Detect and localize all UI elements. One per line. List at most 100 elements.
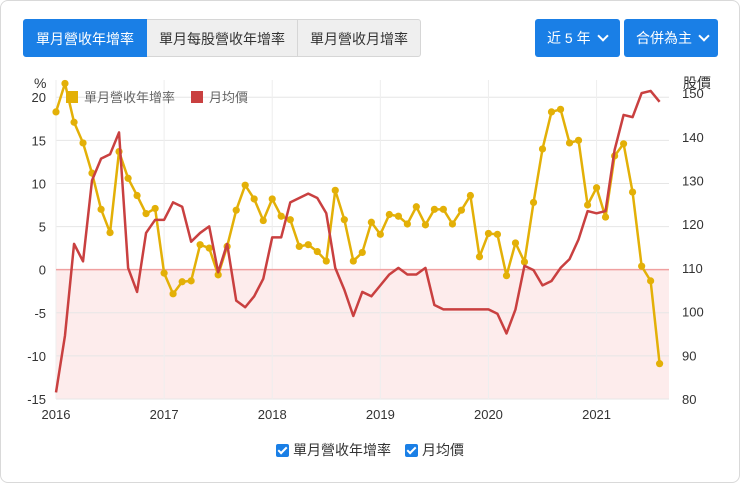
y-left-axis-label: % [34, 75, 46, 91]
yoy-data-point [466, 191, 474, 200]
y-left-tick-label: 5 [39, 220, 46, 235]
yoy-data-point [367, 218, 375, 226]
toggle-yoy-series[interactable]: 單月營收年增率 [276, 440, 391, 460]
yoy-data-point [79, 139, 87, 147]
yoy-data-point [241, 181, 249, 189]
yoy-data-point [547, 108, 556, 116]
yoy-data-point [502, 272, 511, 280]
legend-label: 月均價 [209, 90, 248, 105]
yoy-data-point [97, 205, 105, 213]
yoy-data-point [439, 205, 447, 213]
yoy-data-point [106, 229, 114, 237]
yoy-data-point [556, 105, 565, 113]
yoy-data-point [385, 210, 393, 219]
y-right-tick-label: 140 [682, 130, 704, 145]
yoy-data-point [214, 271, 222, 279]
yoy-data-point [286, 216, 294, 224]
yoy-data-point [268, 195, 276, 203]
yoy-data-point [322, 257, 330, 265]
yoy-data-point [259, 216, 267, 225]
yoy-data-point [205, 244, 213, 252]
x-tick-label: 2016 [42, 407, 71, 422]
yoy-data-point [493, 230, 502, 238]
negative-zone [56, 269, 669, 399]
yoy-data-point [655, 360, 664, 368]
yoy-data-point [187, 277, 195, 285]
yoy-data-point [475, 253, 484, 261]
y-right-tick-label: 150 [682, 86, 704, 101]
toggle-price-label: 月均價 [422, 442, 464, 458]
yoy-data-point [304, 241, 312, 249]
yoy-data-point [349, 257, 357, 265]
period-dropdown-label: 近 5 年 [547, 30, 591, 46]
yoy-data-point [142, 210, 150, 218]
yoy-data-point [448, 220, 457, 228]
y-left-tick-label: -5 [34, 306, 46, 321]
y-left-tick-label: -10 [27, 349, 46, 364]
yoy-data-point [196, 241, 204, 249]
yoy-data-point [160, 269, 168, 277]
y-left-tick-label: 10 [32, 176, 46, 191]
yoy-data-point [331, 186, 339, 194]
legend-swatch [191, 91, 203, 103]
yoy-data-point [124, 174, 132, 182]
yoy-data-point [538, 145, 547, 153]
x-tick-label: 2020 [474, 407, 503, 422]
yoy-data-point [484, 229, 493, 238]
yoy-data-point [520, 258, 529, 266]
y-left-tick-label: 20 [32, 90, 46, 105]
scope-dropdown-label: 合併為主 [636, 30, 692, 46]
yoy-data-point [647, 277, 655, 285]
yoy-data-point [583, 201, 592, 209]
period-dropdown[interactable]: 近 5 年 [535, 19, 620, 57]
x-tick-label: 2017 [150, 407, 179, 422]
yoy-data-point [430, 205, 438, 213]
yoy-data-point [628, 188, 637, 196]
metric-tabs: 單月營收年增率 單月每股營收年增率 單月營收月增率 [23, 19, 421, 57]
toggle-price-series[interactable]: 月均價 [405, 440, 464, 460]
yoy-data-point [403, 220, 411, 228]
y-right-tick-label: 100 [682, 305, 704, 320]
tab-eps-revenue-yoy[interactable]: 單月每股營收年增率 [147, 19, 298, 57]
y-right-tick-label: 110 [682, 261, 703, 276]
yoy-data-point [277, 212, 285, 220]
yoy-data-point [574, 136, 583, 144]
checkbox-checked-icon[interactable] [276, 443, 289, 457]
x-tick-label: 2021 [582, 407, 611, 422]
yoy-data-point [295, 242, 303, 250]
x-tick-label: 2019 [366, 407, 395, 422]
yoy-data-point [457, 206, 466, 214]
yoy-data-point [394, 212, 402, 220]
yoy-data-point [178, 278, 186, 286]
yoy-data-point [61, 79, 69, 88]
y-left-tick-label: 0 [39, 263, 46, 278]
scope-dropdown[interactable]: 合併為主 [624, 19, 718, 57]
yoy-data-point [511, 239, 520, 247]
bottom-legend: 單月營收年增率 月均價 [0, 440, 740, 460]
yoy-data-point [601, 213, 610, 221]
yoy-data-point [592, 184, 601, 192]
x-tick-label: 2018 [258, 407, 287, 422]
yoy-data-point [232, 206, 240, 214]
toggle-yoy-label: 單月營收年增率 [293, 442, 391, 458]
yoy-data-point [358, 248, 366, 257]
y-right-tick-label: 90 [682, 348, 696, 363]
tab-monthly-yoy[interactable]: 單月營收年增率 [23, 19, 147, 57]
yoy-data-point [421, 221, 430, 229]
legend-label: 單月營收年增率 [84, 90, 175, 105]
yoy-data-point [250, 195, 258, 203]
yoy-data-point [638, 262, 646, 270]
y-left-tick-label: 15 [32, 133, 46, 148]
y-right-tick-label: 80 [682, 392, 696, 407]
yoy-data-point [565, 139, 574, 147]
yoy-data-point [169, 290, 177, 298]
tab-monthly-mom[interactable]: 單月營收月增率 [298, 19, 421, 57]
yoy-data-point [151, 204, 159, 213]
yoy-data-point [313, 247, 321, 256]
yoy-data-point [52, 108, 60, 116]
y-right-axis-label: 股價 [683, 75, 711, 91]
checkbox-checked-icon[interactable] [405, 443, 418, 457]
price-series-line [54, 89, 661, 393]
yoy-data-point [412, 203, 420, 211]
